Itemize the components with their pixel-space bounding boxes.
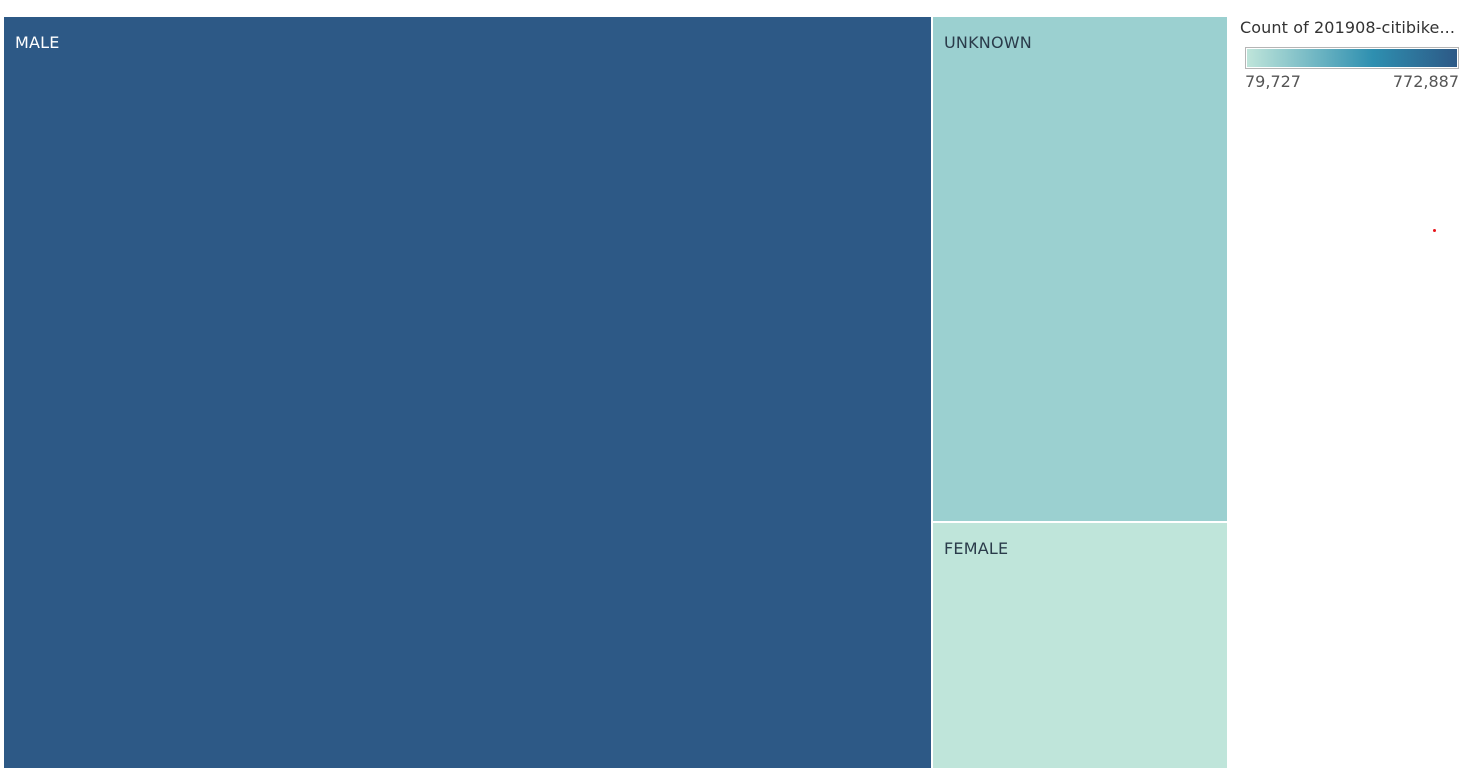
legend-min-label: 79,727	[1245, 72, 1301, 91]
treemap-label-unknown: UNKNOWN	[944, 33, 1032, 52]
treemap-tile-unknown[interactable]: UNKNOWN	[933, 17, 1227, 521]
cursor-marker	[1433, 229, 1436, 232]
legend-title: Count of 201908-citibike...	[1240, 18, 1456, 37]
legend-color-bar	[1245, 47, 1459, 69]
legend-max-label: 772,887	[1392, 72, 1459, 91]
treemap-chart: MALE UNKNOWN FEMALE	[4, 17, 1227, 768]
treemap-tile-male[interactable]: MALE	[4, 17, 931, 768]
treemap-tile-female[interactable]: FEMALE	[933, 523, 1227, 768]
legend-gradient	[1247, 49, 1457, 67]
treemap-label-female: FEMALE	[944, 539, 1009, 558]
legend-ticks: 79,727 772,887	[1245, 72, 1459, 92]
color-legend: Count of 201908-citibike... 79,727 772,8…	[1240, 18, 1462, 92]
treemap-label-male: MALE	[15, 33, 60, 52]
